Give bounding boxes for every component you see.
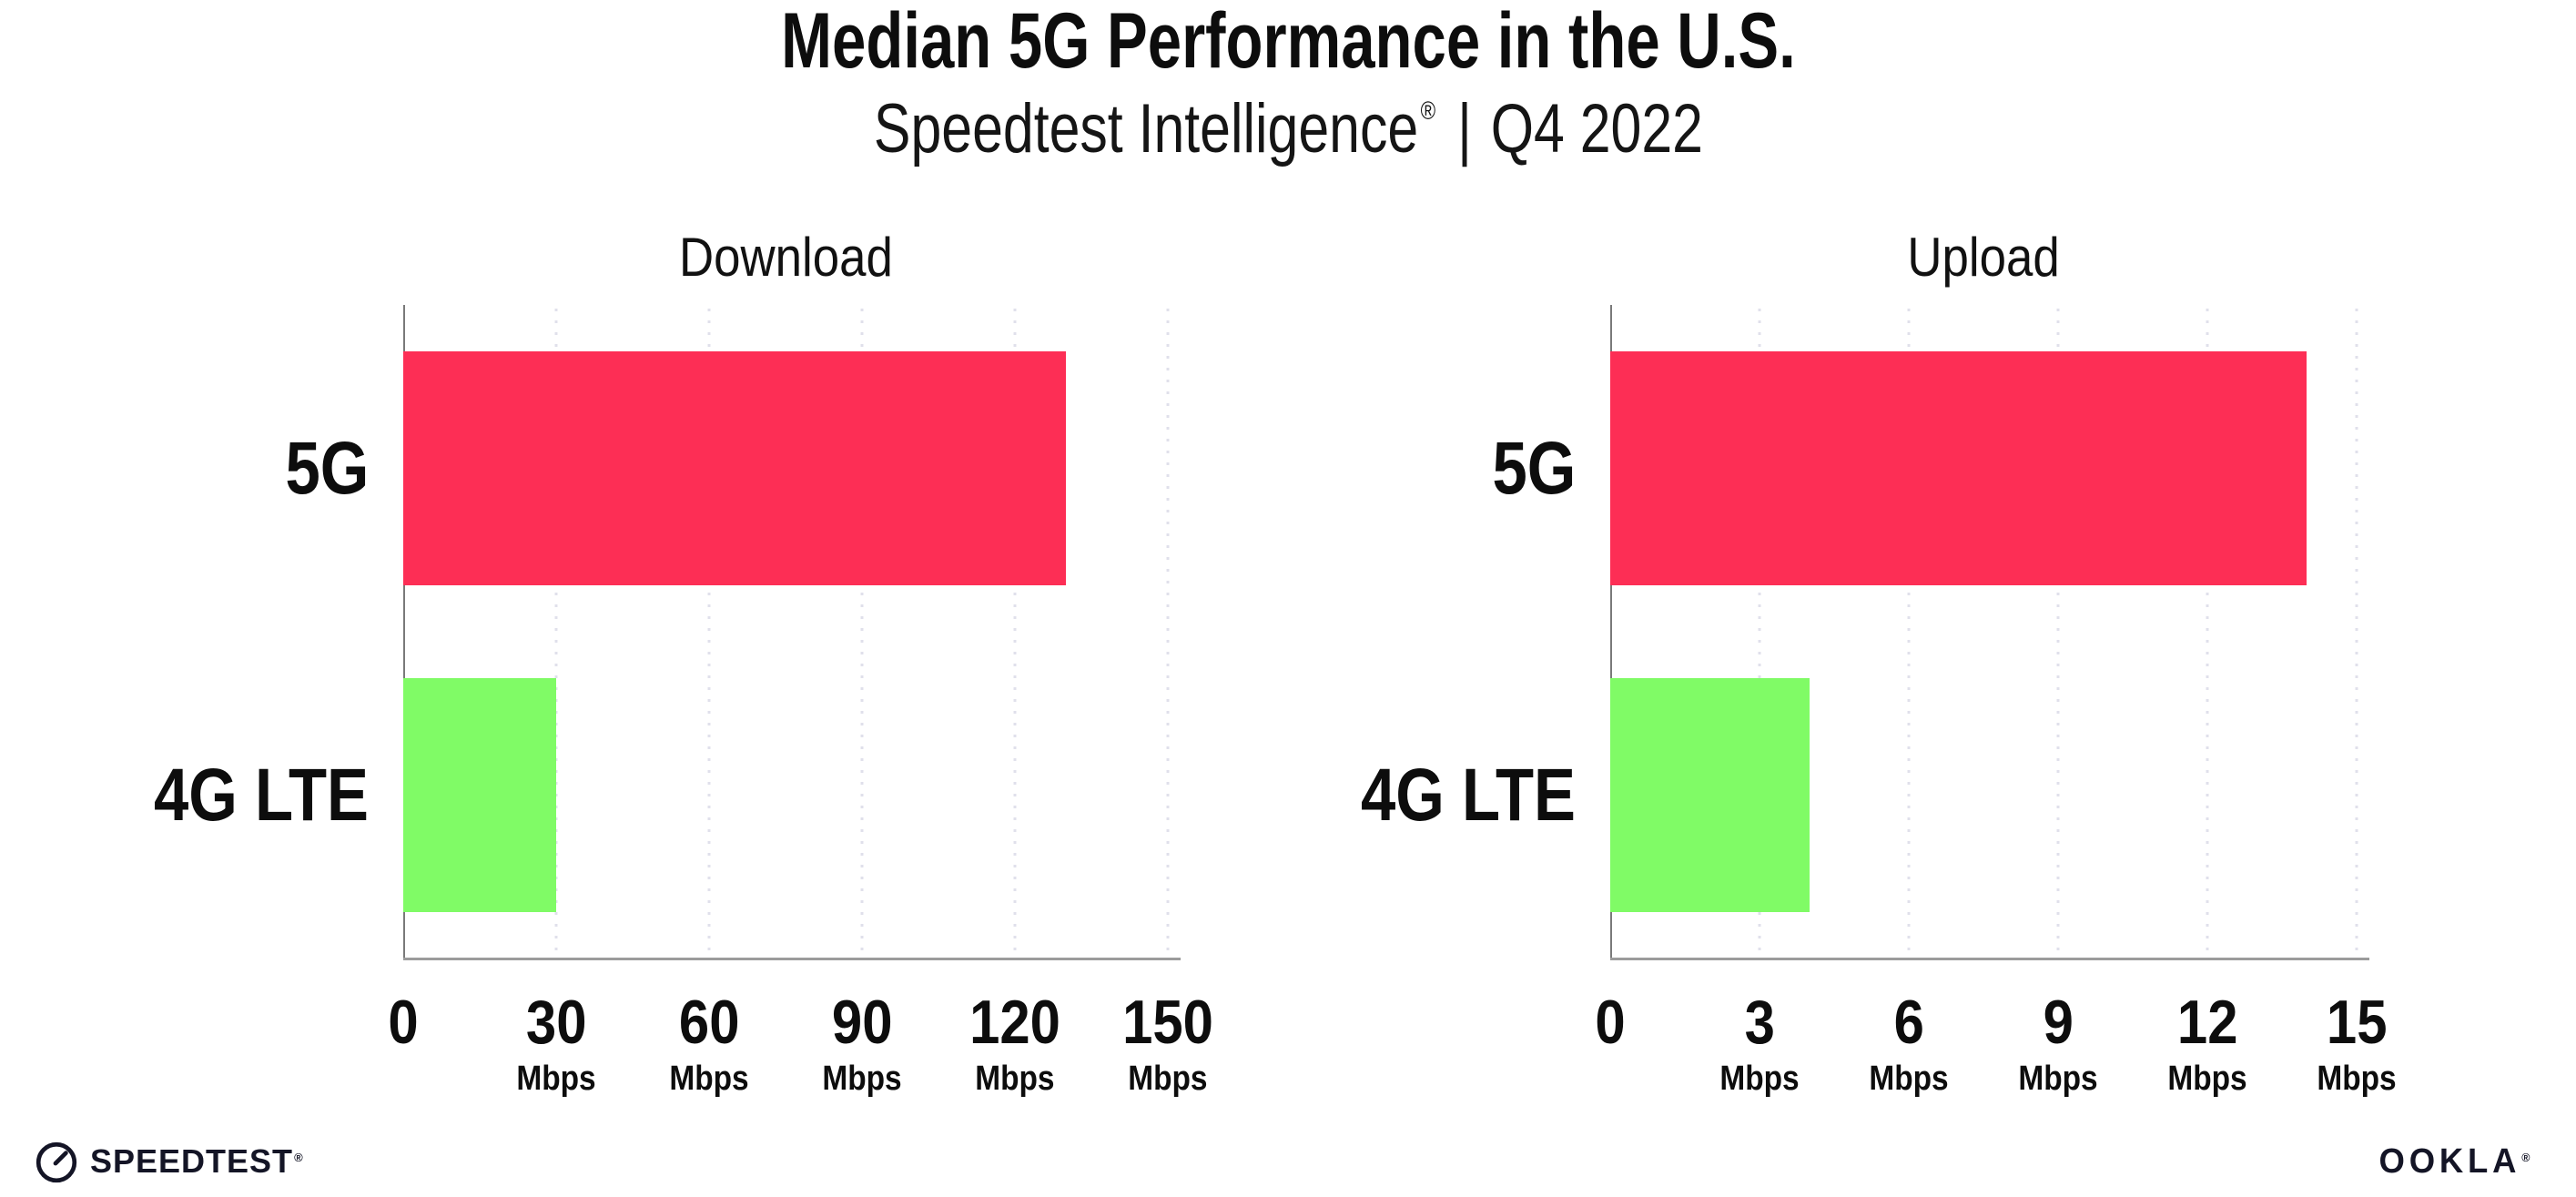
category-label-5g: 5G (1492, 426, 1576, 510)
panel-title-text: Download (678, 227, 893, 288)
y-axis-spine (403, 305, 405, 959)
tick-number: 150 (1122, 988, 1213, 1057)
category-axis: 5G 4G LTE (137, 305, 403, 959)
plot-area (403, 305, 1181, 960)
tick-label-90: 90 Mbps (816, 991, 907, 1096)
tick-number: 90 (831, 988, 893, 1057)
tick-number: 15 (2326, 988, 2388, 1057)
tick-label-12: 12 Mbps (2162, 991, 2252, 1096)
tick-number: 30 (525, 988, 587, 1057)
tick-unit: Mbps (2167, 1060, 2247, 1098)
header: Median 5G Performance in the U.S. Speedt… (0, 0, 2576, 164)
x-axis-line (1610, 958, 2369, 960)
chart-subtitle-text: Speedtest Intelligence® | Q4 2022 (873, 95, 1702, 164)
tick-unit: Mbps (975, 1060, 1055, 1098)
gridline-90 (860, 309, 864, 959)
gridline-6 (1907, 309, 1911, 959)
tick-label-30: 30 Mbps (511, 991, 601, 1096)
chart-title-text: Median 5G Performance in the U.S. (780, 0, 1796, 85)
gridline-3 (1758, 309, 1761, 959)
tick-label-15: 15 Mbps (2311, 991, 2401, 1096)
bar-5g (403, 350, 1066, 586)
gridline-30 (554, 309, 558, 959)
tick-unit: Mbps (1719, 1060, 1800, 1098)
tick-label-0: 0 (1593, 991, 1628, 1053)
category-axis: 5G 4G LTE (1344, 305, 1610, 959)
bar-4g-lte (403, 677, 556, 913)
gridline-60 (707, 309, 711, 959)
subtitle-period: Q4 2022 (1490, 90, 1703, 168)
chart-title: Median 5G Performance in the U.S. (0, 0, 2576, 82)
gridline-9 (2056, 309, 2060, 959)
registered-mark-icon: ® (1420, 96, 1435, 126)
tick-number: 3 (1744, 988, 1775, 1057)
speedtest-logo: SPEEDTEST® (34, 1139, 304, 1184)
speedtest-wordmark: SPEEDTEST (90, 1142, 294, 1180)
subtitle-separator: | (1456, 90, 1472, 168)
tick-unit: Mbps (822, 1060, 902, 1098)
ookla-logo-text: OOKLA® (2379, 1142, 2535, 1182)
bar-5g (1610, 350, 2307, 586)
tick-label-9: 9 Mbps (2013, 991, 2103, 1096)
tick-unit: Mbps (1128, 1060, 1208, 1098)
speedtest-trademark-icon: ® (294, 1151, 304, 1164)
tick-number: 12 (2176, 988, 2238, 1057)
tick-number: 120 (969, 988, 1060, 1057)
gridline-120 (1013, 309, 1017, 959)
x-axis-ticks: 0 30 Mbps 60 Mbps 90 Mbps 120 Mbps 150 Mbps (388, 991, 1213, 1105)
subtitle-brand: Speedtest Intelligence (873, 90, 1418, 168)
tick-number: 6 (1893, 988, 1924, 1057)
bar-4g-lte (1610, 677, 1810, 913)
ookla-trademark-icon: ® (2521, 1150, 2535, 1164)
chart-panel-download: Download 5G 4G LTE 0 30 Mbps 60 Mbps 90 Mbps 120… (137, 208, 1213, 1105)
charts-row: Download 5G 4G LTE 0 30 Mbps 60 Mbps 90 Mbps 120… (137, 208, 2397, 1105)
chart-subtitle: Speedtest Intelligence® | Q4 2022 (0, 95, 2576, 164)
tick-number: 0 (1595, 988, 1626, 1057)
ookla-wordmark: OOKLA (2378, 1141, 2521, 1181)
gridline-150 (1166, 309, 1170, 959)
panel-title: Upload (1610, 230, 2357, 305)
tick-label-60: 60 Mbps (664, 991, 754, 1096)
y-axis-spine (1610, 305, 1612, 959)
panel-title: Download (403, 230, 1168, 305)
tick-unit: Mbps (2018, 1060, 2098, 1098)
category-label-4g-lte: 4G LTE (153, 753, 369, 837)
speedtest-logo-text: SPEEDTEST® (90, 1142, 304, 1181)
plot-area (1610, 305, 2369, 960)
tick-unit: Mbps (669, 1060, 749, 1098)
ookla-logo: OOKLA® (2376, 1142, 2538, 1182)
tick-label-150: 150 Mbps (1116, 991, 1219, 1096)
tick-unit: Mbps (2317, 1060, 2397, 1098)
gridline-12 (2206, 309, 2209, 959)
category-label-5g: 5G (285, 426, 369, 510)
tick-unit: Mbps (516, 1060, 596, 1098)
tick-unit: Mbps (1869, 1060, 1949, 1098)
panel-title-text: Upload (1907, 227, 2060, 288)
tick-label-120: 120 Mbps (963, 991, 1066, 1096)
tick-number: 0 (388, 988, 419, 1057)
footer: SPEEDTEST® OOKLA® (34, 1139, 2538, 1184)
category-label-4g-lte: 4G LTE (1360, 753, 1576, 837)
x-axis-line (403, 958, 1181, 960)
chart-panel-upload: Upload 5G 4G LTE 0 3 Mbps 6 Mbps 9 Mbps 12 Mbps 15… (1344, 208, 2397, 1105)
tick-label-0: 0 (386, 991, 421, 1053)
tick-label-6: 6 Mbps (1863, 991, 1953, 1096)
gridline-15 (2355, 309, 2358, 959)
tick-number: 9 (2043, 988, 2074, 1057)
x-axis-ticks: 0 3 Mbps 6 Mbps 9 Mbps 12 Mbps 15 Mbps (1595, 991, 2396, 1105)
speedtest-gauge-icon (35, 1141, 77, 1183)
tick-number: 60 (678, 988, 740, 1057)
tick-label-3: 3 Mbps (1714, 991, 1804, 1096)
